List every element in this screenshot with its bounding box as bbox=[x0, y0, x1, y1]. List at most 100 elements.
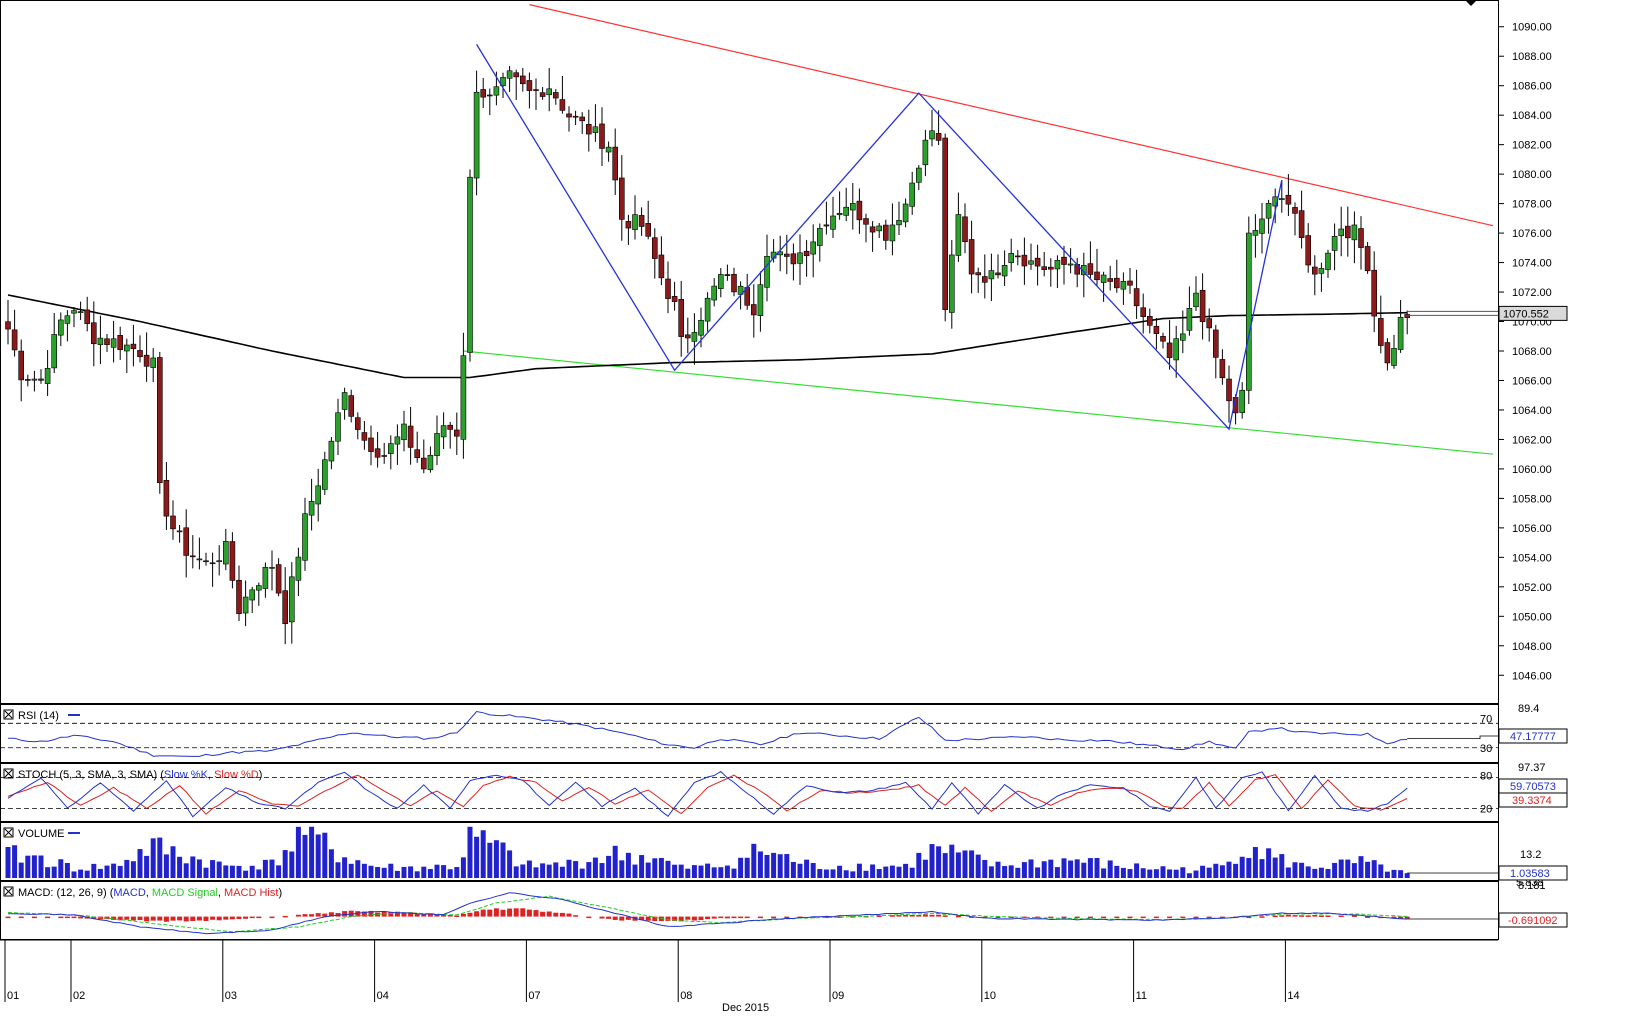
volume-bar bbox=[236, 865, 242, 878]
volume-bar bbox=[368, 865, 374, 878]
candle-body bbox=[566, 113, 572, 118]
candle-body bbox=[1114, 277, 1120, 289]
macd-hist-bar bbox=[144, 916, 150, 922]
candle bbox=[915, 165, 922, 190]
candle bbox=[823, 201, 830, 235]
macd-hist-bar bbox=[315, 913, 321, 917]
candle-body bbox=[658, 254, 665, 279]
scroll-marker-icon bbox=[1465, 0, 1477, 6]
date-tick-label: 09 bbox=[832, 990, 844, 1002]
volume-bar bbox=[1371, 860, 1377, 878]
candle-body bbox=[731, 274, 737, 293]
candle-body bbox=[1186, 308, 1193, 331]
volume-bar bbox=[1107, 860, 1113, 878]
candle bbox=[843, 187, 850, 222]
candle-body bbox=[810, 241, 817, 255]
volume-bar bbox=[784, 854, 790, 878]
volume-bar bbox=[1345, 859, 1351, 878]
candle-body bbox=[493, 86, 500, 96]
candle bbox=[1034, 244, 1041, 286]
volume-bar bbox=[982, 860, 988, 878]
candle-body bbox=[1100, 274, 1107, 283]
candle-body bbox=[5, 321, 11, 330]
volume-bar bbox=[223, 865, 229, 878]
macd-hist-bar bbox=[1279, 915, 1285, 917]
stoch-d-name: Slow %D bbox=[214, 769, 259, 781]
candle bbox=[18, 339, 25, 402]
macd-hist-bar bbox=[493, 908, 499, 917]
macd-hist-bar bbox=[1074, 916, 1080, 919]
candle bbox=[51, 312, 58, 373]
candle-body bbox=[467, 176, 473, 353]
candle bbox=[632, 195, 638, 240]
candle-body bbox=[1391, 348, 1397, 366]
macd-line bbox=[7, 892, 1408, 935]
volume-bar bbox=[460, 857, 466, 878]
candle bbox=[539, 86, 546, 100]
macd-hist-bar bbox=[982, 916, 988, 919]
macd-hist-bar bbox=[1246, 916, 1252, 919]
candle-body bbox=[57, 319, 64, 336]
volume-close-x-icon bbox=[4, 828, 13, 837]
volume-bar bbox=[1358, 856, 1364, 878]
candle-body bbox=[11, 329, 18, 351]
macd-hist-bar bbox=[177, 916, 183, 921]
volume-bar bbox=[196, 859, 202, 878]
candle-body bbox=[1173, 338, 1179, 361]
volume-bar bbox=[137, 849, 143, 878]
candle bbox=[1094, 248, 1100, 287]
volume-bar bbox=[295, 826, 301, 878]
volume-bar bbox=[342, 857, 348, 878]
volume-bar bbox=[381, 867, 387, 878]
candle-body bbox=[1034, 257, 1041, 267]
macd-hist-bar bbox=[625, 916, 631, 920]
macd-hist-bar bbox=[203, 916, 209, 921]
macd-hist-bar bbox=[652, 916, 658, 922]
macd-hist-bar bbox=[599, 916, 605, 919]
candle bbox=[942, 133, 949, 322]
candle bbox=[71, 307, 77, 328]
candle-body bbox=[1166, 342, 1173, 358]
volume-bar bbox=[1167, 869, 1173, 878]
candle-body bbox=[764, 255, 770, 288]
macd-hist-bar bbox=[243, 916, 249, 919]
macd-hist-bar bbox=[711, 916, 717, 919]
candle-body bbox=[704, 297, 711, 322]
price-tick-label: 1054.00 bbox=[1512, 552, 1552, 564]
volume-bar bbox=[724, 865, 730, 878]
volume-bar bbox=[447, 869, 453, 878]
candle bbox=[394, 424, 401, 465]
rsi-label: RSI (14) bbox=[18, 710, 59, 722]
volume-bar bbox=[1338, 859, 1344, 878]
candle bbox=[196, 537, 203, 570]
volume-bar bbox=[1173, 869, 1179, 878]
macd-hist-bar bbox=[784, 916, 790, 919]
candle bbox=[1140, 293, 1146, 334]
candle bbox=[552, 89, 559, 105]
macd-hist-bar bbox=[361, 911, 367, 917]
volume-bar bbox=[1127, 869, 1133, 878]
macd-hist-bar bbox=[368, 910, 374, 917]
macd-hist-bar bbox=[157, 916, 163, 921]
candle-body bbox=[572, 115, 579, 118]
volume-bar bbox=[1365, 861, 1371, 878]
macd-hist-bar bbox=[295, 914, 301, 917]
candle bbox=[1213, 324, 1219, 379]
candle-body bbox=[381, 455, 388, 457]
macd-hist-bar bbox=[1285, 914, 1291, 917]
candle bbox=[1285, 174, 1292, 217]
macd-hist-bar bbox=[1087, 916, 1093, 919]
candle-body bbox=[955, 214, 962, 256]
macd-hist-bar bbox=[619, 916, 625, 921]
candle bbox=[176, 524, 183, 543]
candle-body bbox=[717, 274, 724, 289]
candle bbox=[711, 278, 718, 307]
candle bbox=[1252, 214, 1259, 258]
candle bbox=[1061, 245, 1067, 285]
candle-body bbox=[117, 335, 123, 350]
candle bbox=[315, 468, 322, 522]
candle bbox=[401, 410, 407, 452]
volume-bar bbox=[1239, 856, 1245, 878]
macd-legend: MACD: (12, 26, 9) (MACD, MACD Signal, MA… bbox=[18, 887, 282, 899]
macd-hist-bar bbox=[223, 916, 229, 920]
